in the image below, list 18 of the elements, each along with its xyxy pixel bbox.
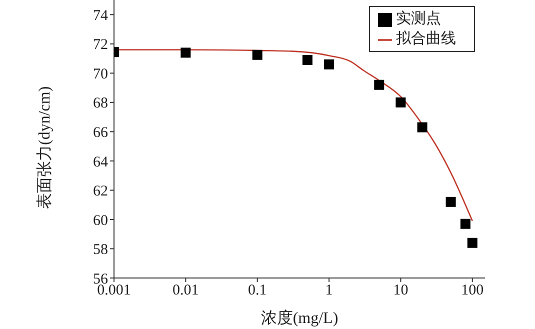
x-tick-label: 0.1 bbox=[248, 282, 267, 299]
y-tick-label: 62 bbox=[93, 184, 108, 200]
y-tick-label: 70 bbox=[93, 66, 108, 82]
y-tick-label: 64 bbox=[93, 154, 108, 170]
y-tick-label: 72 bbox=[93, 37, 108, 54]
x-tick-label: 10 bbox=[393, 282, 408, 299]
legend-label: 拟合曲线 bbox=[396, 31, 456, 47]
y-tick-label: 68 bbox=[93, 96, 108, 112]
x-tick-label: 0.01 bbox=[172, 282, 199, 299]
x-tick-label: 100 bbox=[461, 282, 484, 299]
y-tick-label: 58 bbox=[93, 242, 108, 258]
x-tick-label: 1 bbox=[325, 282, 333, 299]
y-tick-label: 66 bbox=[93, 125, 108, 142]
y-tick-label: 74 bbox=[93, 8, 108, 24]
y-tick-label: 60 bbox=[93, 212, 108, 229]
x-axis-title: 浓度(mg/L) bbox=[260, 309, 338, 327]
y-axis-title: 表面张力(dyn/cm) bbox=[36, 86, 54, 209]
legend-label: 实测点 bbox=[396, 11, 441, 27]
